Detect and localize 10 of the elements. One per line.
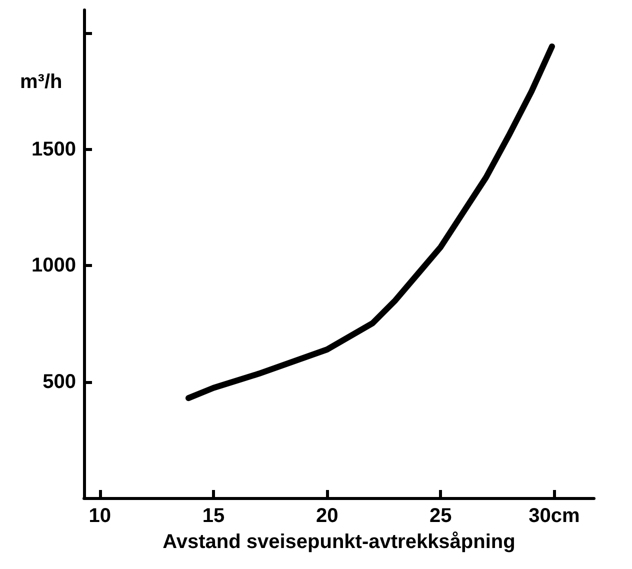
x-axis-title: Avstand sveisepunkt-avtrekksåpning: [162, 531, 516, 553]
x-tick-label: 10: [88, 505, 112, 527]
x-tick-label: 30cm: [528, 505, 580, 527]
x-tick-label: 15: [202, 505, 225, 527]
y-tick-label: 1500: [32, 138, 76, 160]
x-tick-label: 20: [316, 505, 338, 527]
x-tick-label: 25: [430, 505, 452, 527]
y-tick-label: 1000: [32, 254, 76, 277]
y-axis-title: m³/h: [20, 71, 62, 93]
y-tick-label: 500: [42, 370, 76, 393]
